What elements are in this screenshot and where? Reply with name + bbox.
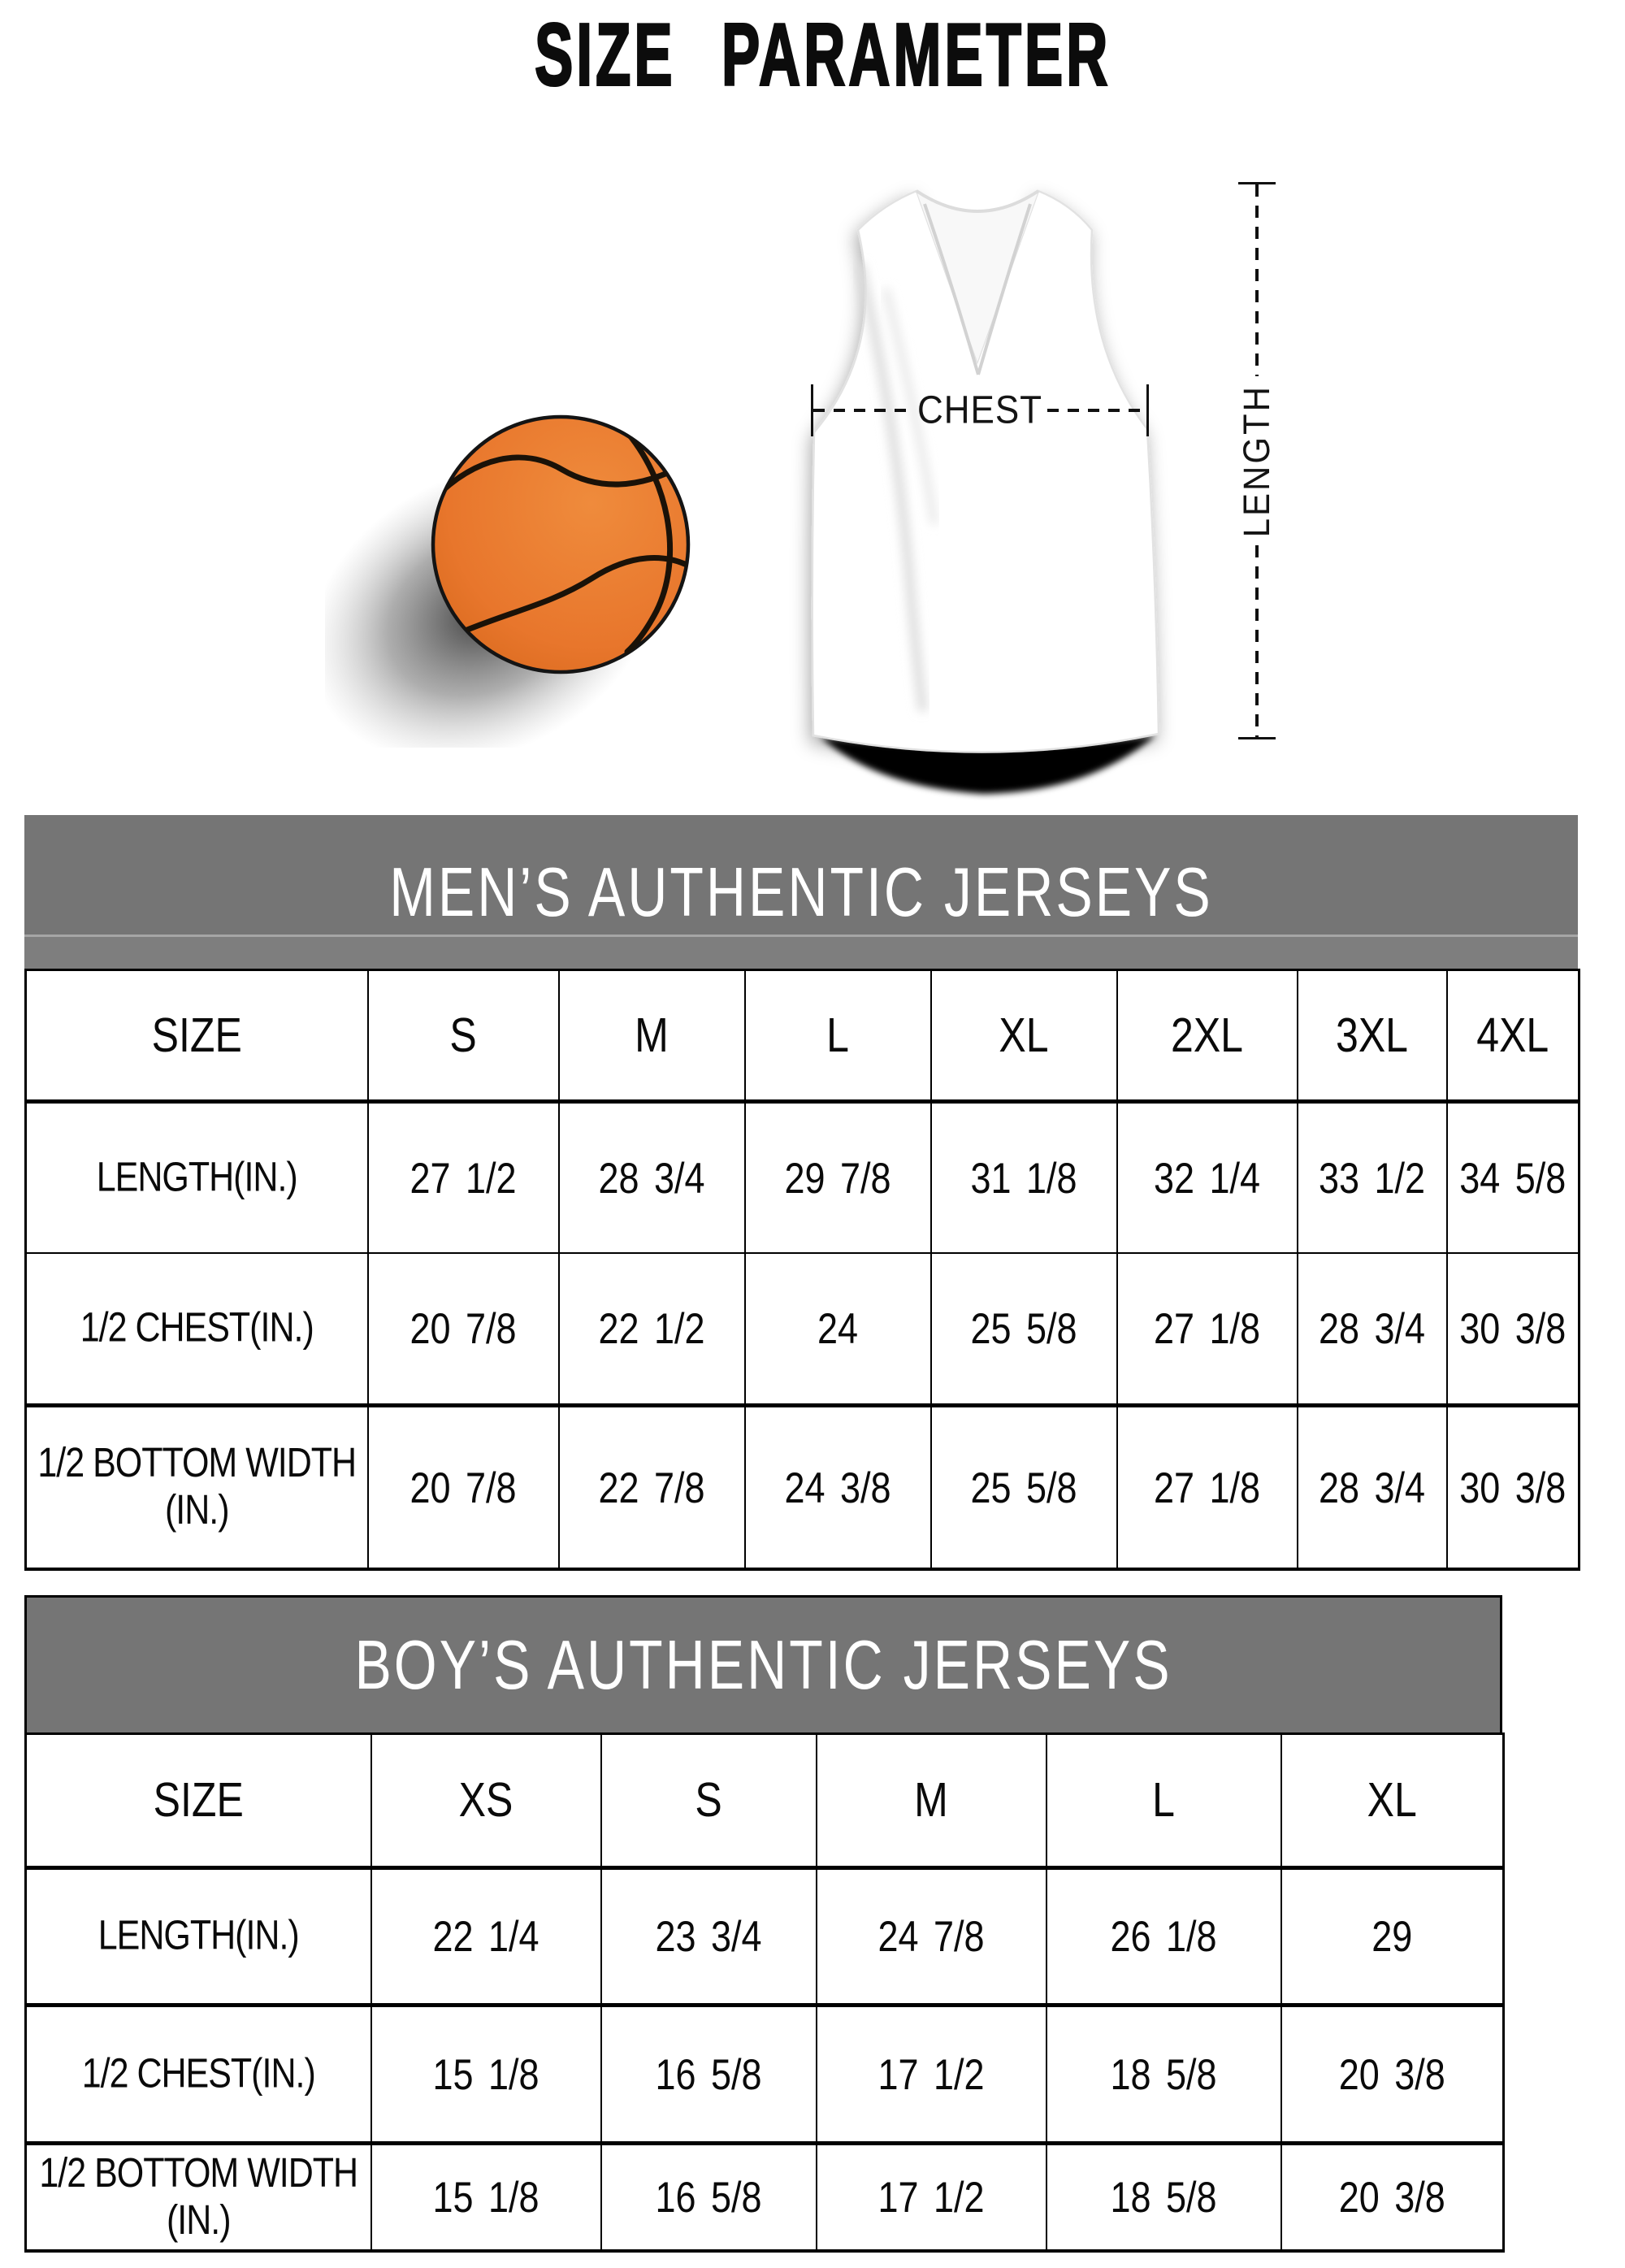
row-label: LENGTH(IN.): [24, 1867, 372, 2007]
boys-size-table: SIZE XS S M L XL LENGTH(IN.) 22 1/4 23 3…: [24, 1732, 1505, 2253]
value-cell: 28 3/4: [557, 1100, 746, 1254]
value-cell: 29: [1280, 1867, 1505, 2007]
row-label: 1/2 BOTTOM WIDTH (IN.): [24, 1404, 369, 1571]
value-cell: 30 3/8: [1445, 1404, 1580, 1571]
chest-right-cap: [1146, 384, 1149, 436]
mens-table-banner: MEN’S AUTHENTIC JERSEYS: [24, 815, 1578, 969]
chest-dash-right: [1047, 409, 1146, 412]
chest-dimension-line: CHEST: [811, 384, 1149, 436]
value-cell: 22 1/4: [370, 1867, 602, 2007]
value-cell: 33 1/2: [1296, 1100, 1448, 1254]
value-cell: 30 3/8: [1445, 1251, 1580, 1407]
boys-chest-row: 1/2 CHEST(IN.) 15 1/8 16 5/8 17 1/2 18 5…: [24, 2004, 1505, 2145]
value-cell: 15 1/8: [370, 2004, 602, 2145]
value-cell: 16 5/8: [600, 2004, 817, 2145]
value-cell: 31 1/8: [930, 1100, 1118, 1254]
value-cell: 24: [743, 1251, 932, 1407]
value-cell: 16 5/8: [600, 2142, 817, 2253]
value-cell: 27 1/8: [1116, 1404, 1298, 1571]
value-cell: 24 7/8: [815, 1867, 1047, 2007]
value-cell: 18 5/8: [1045, 2142, 1282, 2253]
value-cell: 20 7/8: [366, 1404, 560, 1571]
boys-banner-title: BOY’S AUTHENTIC JERSEYS: [354, 1626, 1172, 1704]
boys-size-header-cell: SIZE: [24, 1732, 372, 1870]
mens-size-4xl: 4XL: [1445, 969, 1580, 1104]
mens-size-l: L: [743, 969, 932, 1104]
value-cell: 17 1/2: [815, 2004, 1047, 2145]
mens-size-header-cell: SIZE: [24, 969, 369, 1104]
value-cell: 25 5/8: [930, 1404, 1118, 1571]
value-cell: 27 1/2: [366, 1100, 560, 1254]
boys-size-xl: XL: [1280, 1732, 1505, 1870]
mens-size-s: S: [366, 969, 560, 1104]
mens-size-xl: XL: [930, 969, 1118, 1104]
length-top-cap: [1238, 182, 1276, 184]
row-label: 1/2 CHEST(IN.): [24, 2004, 372, 2145]
length-label: LENGTH: [1236, 384, 1277, 538]
boys-size-m: M: [815, 1732, 1047, 1870]
boys-bottom-width-row: 1/2 BOTTOM WIDTH (IN.) 15 1/8 16 5/8 17 …: [24, 2142, 1505, 2253]
length-dash-top: [1255, 184, 1259, 376]
value-cell: 20 3/8: [1280, 2004, 1505, 2145]
mens-bottom-width-row: 1/2 BOTTOM WIDTH (IN.) 20 7/8 22 7/8 24 …: [24, 1404, 1580, 1571]
value-cell: 27 1/8: [1116, 1251, 1298, 1407]
row-label: 1/2 CHEST(IN.): [24, 1251, 369, 1407]
value-cell: 22 7/8: [557, 1404, 746, 1571]
mens-chest-row: 1/2 CHEST(IN.) 20 7/8 22 1/2 24 25 5/8 2…: [24, 1251, 1580, 1407]
length-dimension-line: LENGTH: [1230, 182, 1284, 740]
value-cell: 34 5/8: [1445, 1100, 1580, 1254]
value-cell: 23 3/4: [600, 1867, 817, 2007]
value-cell: 15 1/8: [370, 2142, 602, 2253]
value-cell: 28 3/4: [1296, 1251, 1448, 1407]
value-cell: 25 5/8: [930, 1251, 1118, 1407]
value-cell: 28 3/4: [1296, 1404, 1448, 1571]
mens-size-3xl: 3XL: [1296, 969, 1448, 1104]
chest-dash-left: [813, 409, 912, 412]
value-cell: 17 1/2: [815, 2142, 1047, 2253]
value-cell: 32 1/4: [1116, 1100, 1298, 1254]
row-label: LENGTH(IN.): [24, 1100, 369, 1254]
boys-size-s: S: [600, 1732, 817, 1870]
mens-header-row: SIZE S M L XL 2XL 3XL 4XL: [24, 969, 1580, 1104]
value-cell: 22 1/2: [557, 1251, 746, 1407]
row-label: 1/2 BOTTOM WIDTH (IN.): [24, 2142, 372, 2253]
boys-table-banner: BOY’S AUTHENTIC JERSEYS: [24, 1595, 1502, 1735]
length-dash-bottom: [1255, 545, 1259, 738]
jersey-image: [811, 189, 1160, 794]
boys-length-row: LENGTH(IN.) 22 1/4 23 3/4 24 7/8 26 1/8 …: [24, 1867, 1505, 2007]
value-cell: 29 7/8: [743, 1100, 932, 1254]
mens-size-m: M: [557, 969, 746, 1104]
mens-size-table: SIZE S M L XL 2XL 3XL 4XL LENGTH(IN.) 27…: [24, 969, 1580, 1571]
jersey-neck-opening: [916, 191, 1038, 362]
value-cell: 26 1/8: [1045, 1867, 1282, 2007]
value-cell: 18 5/8: [1045, 2004, 1282, 2145]
chest-left-cap: [811, 384, 813, 436]
boys-size-xs: XS: [370, 1732, 602, 1870]
boys-size-l: L: [1045, 1732, 1282, 1870]
basketball-icon: [325, 414, 691, 748]
boys-header-row: SIZE XS S M L XL: [24, 1732, 1505, 1870]
mens-length-row: LENGTH(IN.) 27 1/2 28 3/4 29 7/8 31 1/8 …: [24, 1100, 1580, 1254]
chest-label: CHEST: [916, 388, 1043, 432]
value-cell: 20 7/8: [366, 1251, 560, 1407]
jersey-hem-shadow: [821, 735, 1155, 794]
page-title: SIZE PARAMETER: [534, 6, 1112, 105]
value-cell: 24 3/8: [743, 1404, 932, 1571]
mens-banner-title: MEN’S AUTHENTIC JERSEYS: [389, 853, 1213, 930]
value-cell: 20 3/8: [1280, 2142, 1505, 2253]
length-bottom-cap: [1238, 737, 1276, 740]
mens-size-2xl: 2XL: [1116, 969, 1298, 1104]
